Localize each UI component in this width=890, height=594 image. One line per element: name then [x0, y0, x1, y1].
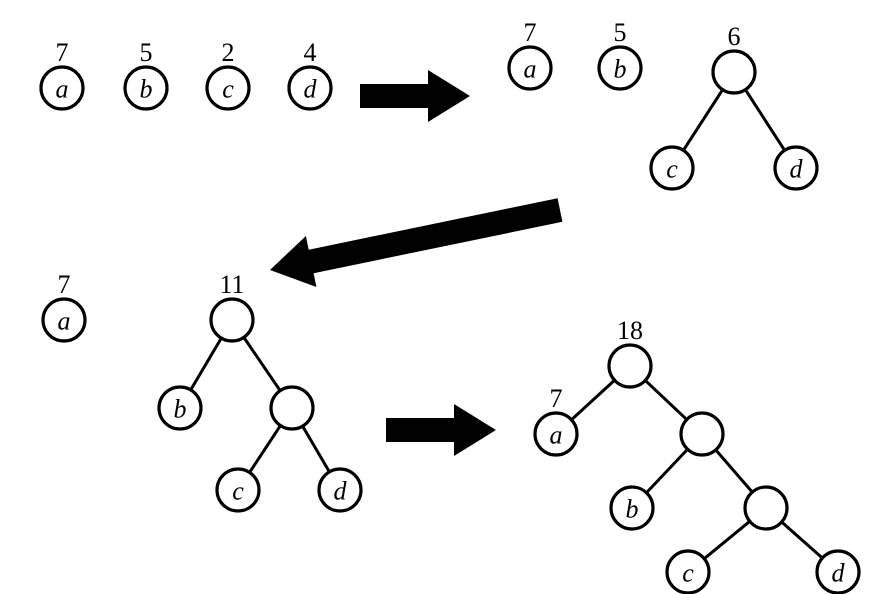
tree-node: c2 [207, 38, 249, 109]
node-weight-label: 18 [617, 316, 643, 345]
tree-node: 18 [609, 316, 651, 387]
node-leaf-label: a [56, 75, 69, 104]
tree-node [271, 387, 313, 429]
node-leaf-label: b [140, 75, 153, 104]
node-leaf-label: d [790, 155, 804, 184]
tree-node: d [817, 551, 859, 593]
tree-node: a7 [509, 18, 551, 89]
tree-node: c [651, 147, 693, 189]
node-leaf-label: c [232, 477, 244, 506]
node-weight-label: 6 [728, 22, 741, 51]
node-weight-label: 5 [614, 18, 627, 47]
tree-node: d [775, 147, 817, 189]
tree-edge [571, 380, 614, 420]
step-arrow [360, 70, 470, 122]
node-circle [745, 487, 787, 529]
tree-edge [683, 90, 722, 151]
tree-node: b5 [599, 18, 641, 89]
node-weight-label: 5 [140, 38, 153, 67]
tree-edge [244, 337, 280, 390]
node-leaf-label: b [174, 395, 187, 424]
node-weight-label: 4 [304, 38, 317, 67]
tree-node: c [217, 469, 259, 511]
node-leaf-label: c [666, 155, 678, 184]
tree-node: 11 [211, 270, 253, 341]
tree-node: b [611, 487, 653, 529]
tree-edge [704, 521, 750, 558]
tree-edge [646, 449, 687, 492]
tree-node: 6 [713, 22, 755, 93]
tree-edge [250, 426, 281, 473]
node-circle [211, 299, 253, 341]
node-circle [609, 345, 651, 387]
node-leaf-label: d [304, 75, 318, 104]
tree-node: d [319, 469, 361, 511]
node-leaf-label: b [614, 55, 627, 84]
step-arrow [386, 404, 496, 456]
node-leaf-label: b [626, 495, 639, 524]
tree-edge [303, 426, 330, 472]
tree-node [745, 487, 787, 529]
tree-node [681, 413, 723, 455]
node-leaf-label: a [524, 55, 537, 84]
step-arrow [270, 198, 562, 287]
tree-node: c [667, 551, 709, 593]
node-leaf-label: a [550, 421, 563, 450]
tree-node: a7 [41, 38, 83, 109]
tree-edge [645, 380, 686, 419]
node-leaf-label: a [58, 307, 71, 336]
node-weight-label: 7 [550, 384, 563, 413]
tree-edge [782, 522, 823, 558]
tree-node: a7 [535, 384, 577, 455]
node-weight-label: 7 [524, 18, 537, 47]
node-weight-label: 7 [56, 38, 69, 67]
node-circle [713, 51, 755, 93]
tree-edge [716, 450, 753, 492]
node-leaf-label: c [682, 559, 694, 588]
node-leaf-label: c [222, 75, 234, 104]
tree-node: a7 [43, 270, 85, 341]
node-weight-label: 7 [58, 270, 71, 299]
node-leaf-label: d [832, 559, 846, 588]
node-weight-label: 2 [222, 38, 235, 67]
node-circle [681, 413, 723, 455]
tree-edge [191, 338, 222, 390]
node-leaf-label: d [334, 477, 348, 506]
node-weight-label: 11 [219, 270, 244, 299]
tree-node: b5 [125, 38, 167, 109]
tree-node: b [159, 387, 201, 429]
tree-edge [745, 90, 784, 151]
tree-node: d4 [289, 38, 331, 109]
node-circle [271, 387, 313, 429]
